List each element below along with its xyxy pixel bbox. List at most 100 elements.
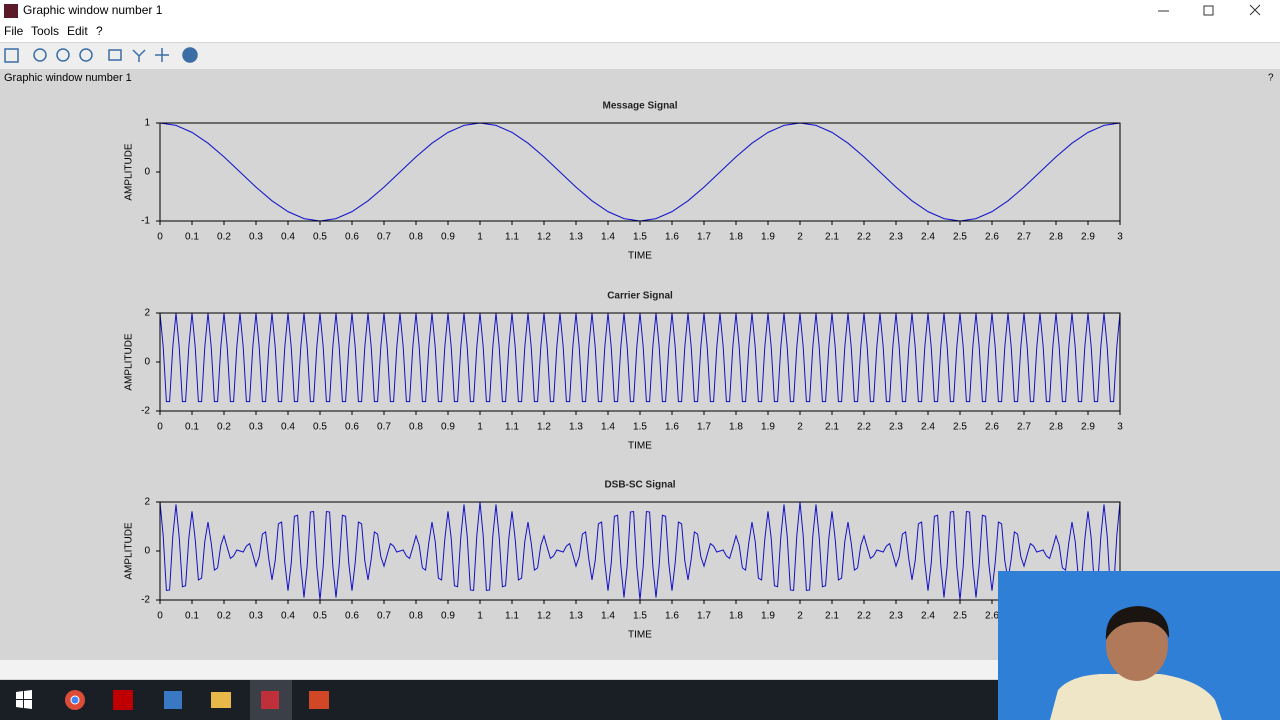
y-axis-label: AMPLITUDE — [124, 143, 135, 201]
close-button[interactable] — [1249, 4, 1261, 16]
x-tick-label: 0.8 — [409, 611, 423, 622]
x-tick-label: 2 — [797, 232, 803, 243]
x-tick-label: 2.1 — [825, 422, 839, 433]
x-tick-label: 2.3 — [889, 611, 903, 622]
taskbar-icons — [16, 680, 329, 720]
x-tick-label: 0.3 — [249, 232, 263, 243]
x-tick-label: 1.6 — [665, 422, 679, 433]
x-tick-label: 0.6 — [345, 422, 359, 433]
x-tick-label: 2.9 — [1081, 232, 1095, 243]
menu-item[interactable]: Tools — [31, 24, 59, 38]
x-tick-label: 1.2 — [537, 232, 551, 243]
x-tick-label: 2 — [797, 422, 803, 433]
x-tick-label: 2.6 — [985, 232, 999, 243]
start-button[interactable] — [16, 690, 32, 709]
toolbar-icons — [4, 47, 198, 63]
x-tick-label: 2.8 — [1049, 422, 1063, 433]
x-tick-label: 0.1 — [185, 611, 199, 622]
tool-button[interactable] — [4, 48, 19, 63]
x-tick-label: 0.9 — [441, 422, 455, 433]
plots: Message Signal -1 0 1 0 0.1 0.2 0.3 0.4 0.5 0.6 0.7… — [124, 101, 1124, 641]
x-tick-label: 2.6 — [985, 611, 999, 622]
x-tick-label: 2.6 — [985, 422, 999, 433]
menu-item[interactable]: File — [4, 24, 24, 38]
y-tick-label: 0 — [144, 546, 150, 557]
x-tick-label: 2.2 — [857, 232, 871, 243]
x-tick-label: 0.3 — [249, 422, 263, 433]
x-tick-label: 1.1 — [505, 611, 519, 622]
video-person-shirt — [1050, 674, 1222, 720]
x-tick-label: 2.7 — [1017, 422, 1031, 433]
y-tick-label: -1 — [141, 216, 150, 227]
app-powerpoint[interactable] — [309, 691, 329, 709]
x-tick-label: 2.2 — [857, 422, 871, 433]
y-axis-label: AMPLITUDE — [124, 333, 135, 391]
x-tick-label: 3 — [1117, 232, 1123, 243]
x-tick-label: 0.9 — [441, 232, 455, 243]
video-overlay — [998, 571, 1280, 720]
x-tick-label: 1.5 — [633, 422, 647, 433]
menu-item[interactable]: Edit — [67, 24, 88, 38]
x-tick-label: 2.3 — [889, 422, 903, 433]
tool-button[interactable] — [155, 48, 169, 62]
x-tick-label: 1.9 — [761, 422, 775, 433]
tool-button[interactable] — [182, 47, 198, 63]
x-tick-label: 0 — [157, 232, 163, 243]
restore-button[interactable] — [1203, 5, 1214, 16]
x-tick-label: 0.5 — [313, 422, 327, 433]
x-tick-label: 0.2 — [217, 611, 231, 622]
x-tick-label: 1.2 — [537, 422, 551, 433]
app-explorer[interactable] — [211, 692, 231, 708]
x-tick-label: 1.5 — [633, 611, 647, 622]
x-tick-label: 3 — [1117, 422, 1123, 433]
menu-bar — [0, 22, 1280, 42]
x-axis-label: TIME — [628, 441, 652, 452]
x-tick-label: 1.4 — [601, 422, 615, 433]
x-tick-label: 2.8 — [1049, 232, 1063, 243]
status-bar — [0, 660, 1280, 679]
tool-button[interactable] — [33, 48, 47, 62]
x-tick-label: 1.7 — [697, 232, 711, 243]
x-tick-label: 2.4 — [921, 422, 935, 433]
x-tick-label: 0.2 — [217, 232, 231, 243]
x-tick-label: 2 — [797, 611, 803, 622]
x-tick-label: 0.9 — [441, 611, 455, 622]
x-tick-label: 1.6 — [665, 232, 679, 243]
app-filezilla[interactable] — [113, 690, 133, 710]
y-tick-label: -2 — [141, 406, 150, 417]
x-tick-label: 0.4 — [281, 232, 295, 243]
x-tick-label: 1.4 — [601, 232, 615, 243]
x-tick-label: 0.4 — [281, 611, 295, 622]
tool-button[interactable] — [56, 48, 70, 62]
app-network[interactable] — [164, 691, 182, 709]
x-tick-label: 1.8 — [729, 422, 743, 433]
x-tick-label: 2.9 — [1081, 422, 1095, 433]
menu-item[interactable]: ? — [96, 24, 103, 38]
x-axis-label: TIME — [628, 630, 652, 641]
title-bar — [0, 0, 1280, 22]
x-tick-label: 2.5 — [953, 422, 967, 433]
tool-button[interactable] — [108, 49, 122, 61]
x-tick-label: 2.2 — [857, 611, 871, 622]
panel-help[interactable]: ? — [1268, 73, 1274, 84]
plot-area — [160, 313, 1120, 411]
x-tick-label: 1 — [477, 422, 483, 433]
tool-button[interactable] — [132, 49, 146, 62]
x-tick-label: 0.7 — [377, 611, 391, 622]
x-tick-label: 0 — [157, 422, 163, 433]
plot-frame — [159, 312, 1121, 412]
x-tick-label: 2.4 — [921, 232, 935, 243]
app-scilab[interactable] — [261, 691, 279, 709]
x-axis-label: TIME — [628, 251, 652, 262]
x-tick-label: 0.8 — [409, 422, 423, 433]
x-tick-label: 2.3 — [889, 232, 903, 243]
tool-button[interactable] — [79, 48, 93, 62]
y-tick-label: 0 — [144, 357, 150, 368]
x-tick-label: 0.7 — [377, 422, 391, 433]
x-tick-label: 0.1 — [185, 422, 199, 433]
plot-frame — [159, 122, 1121, 222]
x-tick-label: 0.3 — [249, 611, 263, 622]
x-tick-label: 0.4 — [281, 422, 295, 433]
